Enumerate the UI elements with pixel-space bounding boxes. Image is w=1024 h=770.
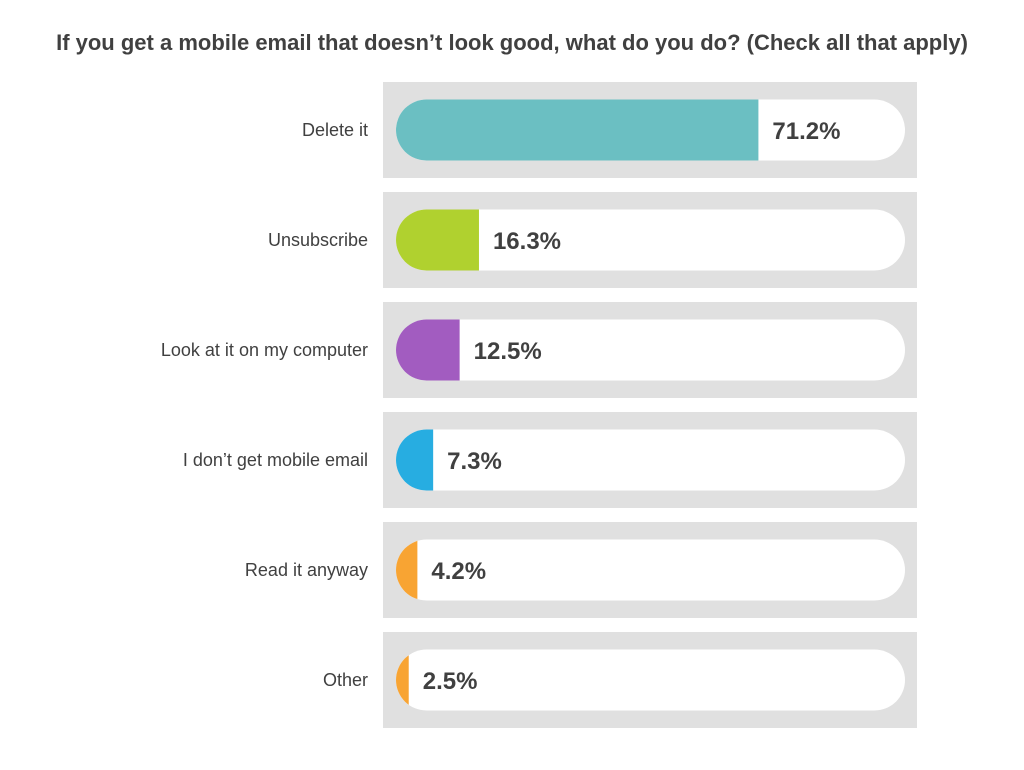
category-label: Look at it on my computer xyxy=(161,340,368,360)
bar-value-label: 12.5% xyxy=(474,338,542,365)
bar-value-label: 2.5% xyxy=(423,668,478,695)
bar-track xyxy=(396,209,905,271)
bar xyxy=(396,209,479,271)
category-label: Unsubscribe xyxy=(268,230,368,250)
bar xyxy=(396,539,418,601)
bar-track xyxy=(396,649,905,711)
bar-track xyxy=(396,319,905,381)
category-label: Delete it xyxy=(302,120,368,140)
bar xyxy=(396,99,759,161)
category-label: Other xyxy=(323,670,368,690)
bar-value-label: 16.3% xyxy=(493,228,561,255)
bar-row: 4.2% Read it anyway xyxy=(245,522,917,618)
bar-value-label: 71.2% xyxy=(772,118,840,145)
bar xyxy=(396,319,460,381)
chart-title: If you get a mobile email that doesn’t l… xyxy=(56,30,968,55)
bar-value-label: 7.3% xyxy=(447,448,502,475)
bar-row: 12.5% Look at it on my computer xyxy=(161,302,917,398)
bar-row: 7.3% I don’t get mobile email xyxy=(183,412,917,508)
bar-track xyxy=(396,429,905,491)
bar-rows: 71.2% Delete it 16.3% Unsubscribe 12.5% Look … xyxy=(161,82,917,728)
category-label: I don’t get mobile email xyxy=(183,450,368,470)
category-label: Read it anyway xyxy=(245,560,368,580)
bar-track xyxy=(396,539,905,601)
bar-row: 71.2% Delete it xyxy=(302,82,917,178)
bar-row: 2.5% Other xyxy=(323,632,917,728)
bar-row: 16.3% Unsubscribe xyxy=(268,192,917,288)
bar-value-label: 4.2% xyxy=(431,558,486,585)
